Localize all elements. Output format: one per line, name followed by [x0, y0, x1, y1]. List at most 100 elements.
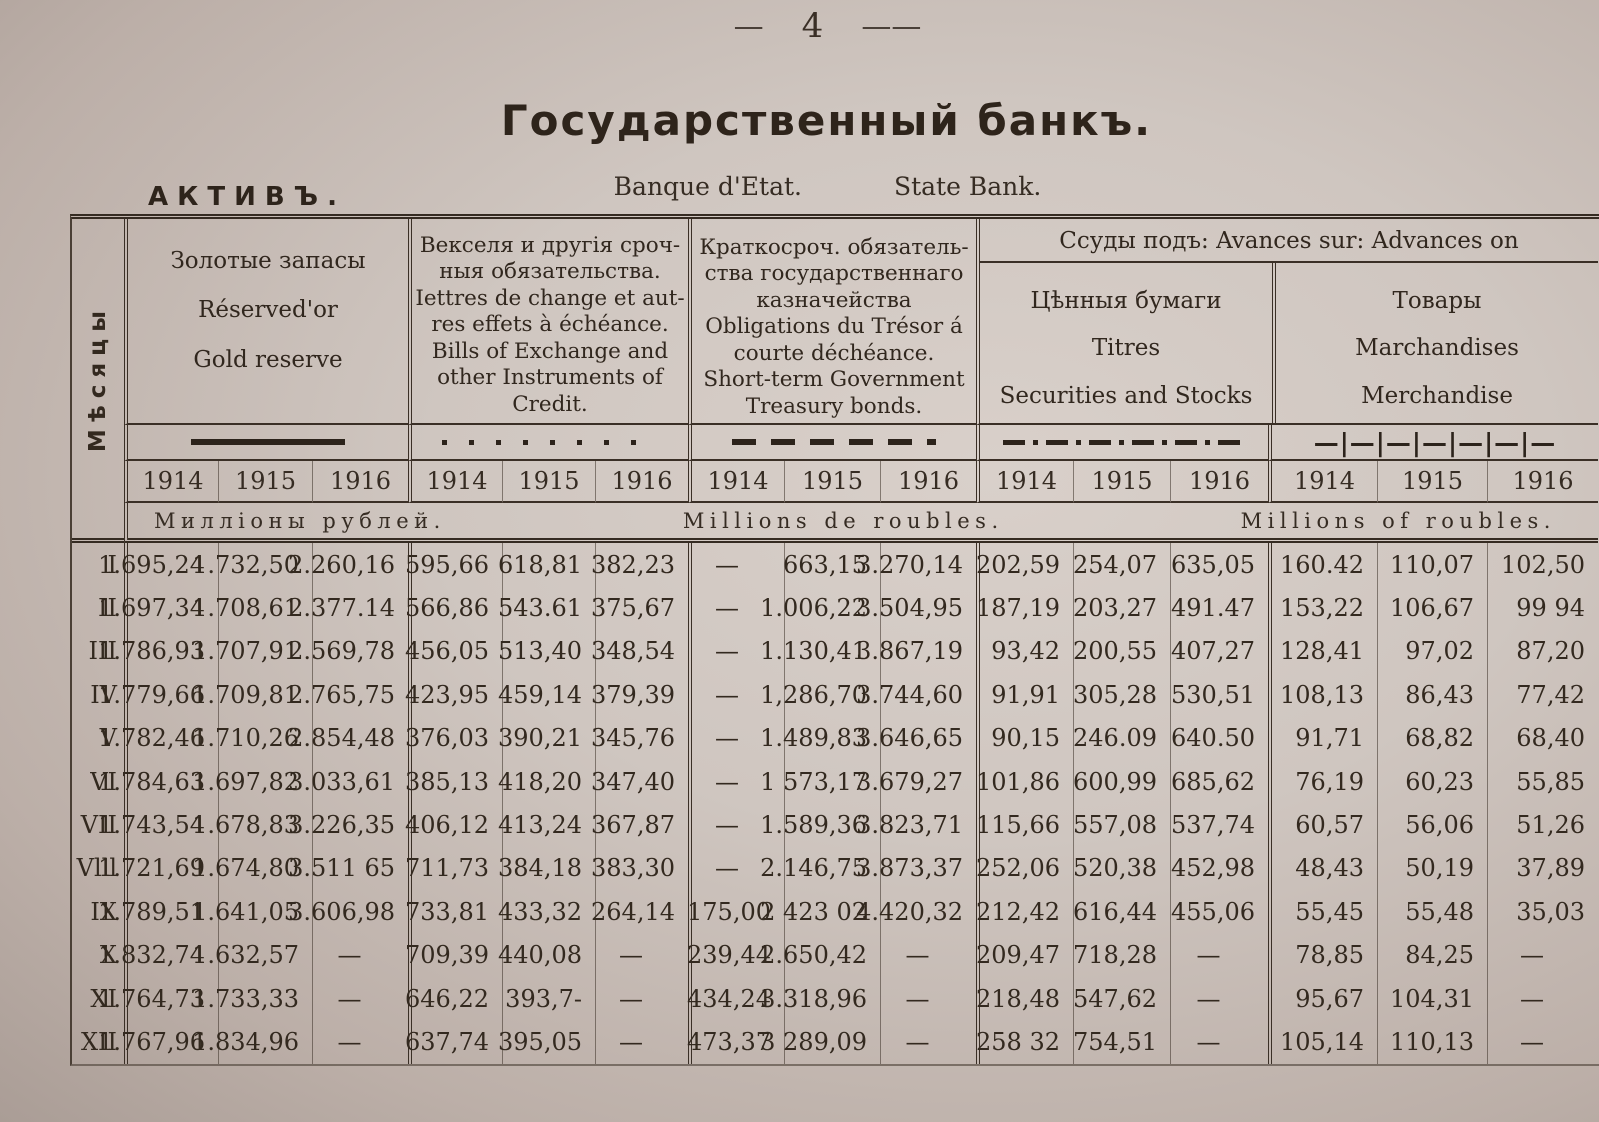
table-cell: 663,15: [783, 543, 880, 587]
subtitle-english: State Bank.: [893, 172, 1042, 201]
table-cell: 84,25: [1377, 933, 1487, 977]
table-cell: 55,48: [1377, 890, 1487, 934]
table-cell: 1.764,73: [98, 976, 218, 1021]
table-cell: —: [1170, 976, 1268, 1021]
table-cell: —: [1487, 976, 1598, 1021]
table-cell: 1.784,63: [98, 759, 218, 804]
table-cell: 595,66: [405, 543, 502, 587]
column-header-merchandise: Товары Marchandises Merchandise: [1272, 263, 1598, 423]
table-cell: 407,27: [1170, 629, 1268, 674]
table-cell: 685,62: [1170, 759, 1268, 804]
header-line: Золотые запасы: [170, 248, 366, 274]
header-line: ныя обязательства.: [439, 259, 661, 285]
table-cell: 37,89: [1487, 846, 1598, 891]
advances-span-label: Ссуды подъ: Avances sur: Advances on: [980, 219, 1598, 263]
table-cell: 3.679,27: [856, 759, 976, 804]
year-header: 1914: [408, 461, 502, 503]
table-cell: 1.786,93: [98, 629, 218, 674]
table-cell: 754,51: [1073, 1020, 1170, 1064]
table-cell: 616,44: [1073, 890, 1170, 934]
table-cell: 35,03: [1487, 890, 1598, 934]
table-cell: 635,05: [1170, 543, 1268, 587]
table-cell: 86,43: [1377, 673, 1487, 717]
table-cell: —: [595, 1020, 688, 1064]
table-cell: 115,66: [976, 803, 1073, 847]
table-cell: 51,26: [1487, 803, 1598, 847]
table-cell: 637,74: [405, 1020, 502, 1064]
table-cell: 209,47: [976, 933, 1073, 977]
table-cell: 395,05: [498, 1020, 595, 1064]
year-header: 1915: [1377, 461, 1487, 503]
table-cell: 2.146,75: [760, 846, 880, 891]
table-cell: 1,286,70: [760, 673, 880, 717]
table-cell: —: [312, 1020, 408, 1064]
month-cell: IV: [90, 680, 117, 709]
table-cell: 423,95: [405, 673, 502, 717]
table-cell: 375,67: [591, 586, 688, 630]
table-cell: —: [880, 933, 976, 977]
table-cell: 367,87: [591, 803, 688, 847]
units-russian: Милліоны рублей.: [154, 508, 446, 533]
year-header: 1914: [1268, 461, 1377, 503]
table-cell: —: [688, 543, 784, 587]
page-number-dash-right: ——: [861, 8, 922, 44]
table-cell: 254,07: [1073, 543, 1170, 587]
legend-cell-securities: [976, 425, 1268, 461]
table-cell: —: [312, 933, 408, 977]
header-line: Marchandises: [1355, 335, 1519, 362]
table-cell: 50,19: [1377, 846, 1487, 891]
table-cell: 3.511 65: [288, 846, 408, 891]
table-cell: 440,08: [498, 933, 595, 977]
table-cell: 413,24: [498, 803, 595, 847]
table-cell: 1.732,50: [192, 543, 312, 587]
table-cell: 1.697,82: [192, 759, 312, 804]
table-cell: 160.42: [1268, 543, 1377, 587]
year-header: 1916: [595, 461, 688, 503]
table-cell: 102,50: [1487, 543, 1598, 587]
table-cell: 60,57: [1268, 803, 1377, 847]
table-cell: 3.606,98: [288, 890, 408, 934]
months-axis: Мѣсяцы: [72, 219, 124, 543]
table-cell: 1.632,57: [192, 933, 312, 977]
table-cell: 104,31: [1377, 976, 1487, 1021]
month-cell: XII: [80, 1027, 117, 1056]
table-cell: 48,43: [1268, 846, 1377, 891]
table-cell: 1.006,22: [760, 586, 880, 630]
year-header: 1915: [218, 461, 312, 503]
header-line: казначейства: [756, 287, 912, 313]
advances-subheaders: Цѣнныя бумаги Titres Securities and Stocks…: [980, 263, 1598, 423]
table-cell: 1.709,81: [192, 673, 312, 717]
units-row: Милліоны рублей. Millions de roubles. Mi…: [124, 503, 1598, 543]
table-cell: 106,67: [1377, 586, 1487, 630]
table-cell: 1.733,33: [192, 976, 312, 1021]
month-cell: IX: [90, 897, 117, 926]
month-cell: I: [107, 550, 117, 579]
table-cell: 1.834,96: [192, 1020, 312, 1064]
dash-dot-line-legend-mark: [1003, 439, 1245, 445]
table-cell: 3.646,65: [856, 716, 976, 760]
table-cell: 78,85: [1268, 933, 1377, 977]
table-cell: 640.50: [1170, 716, 1268, 760]
subtitle-row: Banque d'Etat. State Bank.: [614, 172, 1042, 201]
table-cell: 733,81: [405, 890, 502, 934]
table-cell: 175,00: [687, 890, 784, 934]
table-cell: 1.674,80: [192, 846, 312, 891]
table-cell: 384,18: [498, 846, 595, 891]
page-title: Государственный банкъ.: [500, 96, 1153, 145]
legend-cell-bills: [408, 425, 688, 461]
year-header: 1915: [1073, 461, 1170, 503]
table-cell: 1.695,24: [98, 543, 218, 587]
table-cell: 212,42: [976, 890, 1073, 934]
solid-line-legend-mark: [191, 439, 345, 445]
month-cell: V: [99, 724, 117, 753]
table-cell: 56,06: [1377, 803, 1487, 847]
table-cell: —: [595, 976, 688, 1021]
table-cell: 385,13: [405, 759, 502, 804]
table-cell: 3.744,60: [856, 673, 976, 717]
table-cell: 2.765,75: [288, 673, 408, 717]
table-cell: 110,13: [1377, 1020, 1487, 1064]
table-cell: 200,55: [1073, 629, 1170, 674]
table-cell: 105,14: [1268, 1020, 1377, 1064]
header-line: Векселя и другія сроч-: [419, 233, 681, 258]
